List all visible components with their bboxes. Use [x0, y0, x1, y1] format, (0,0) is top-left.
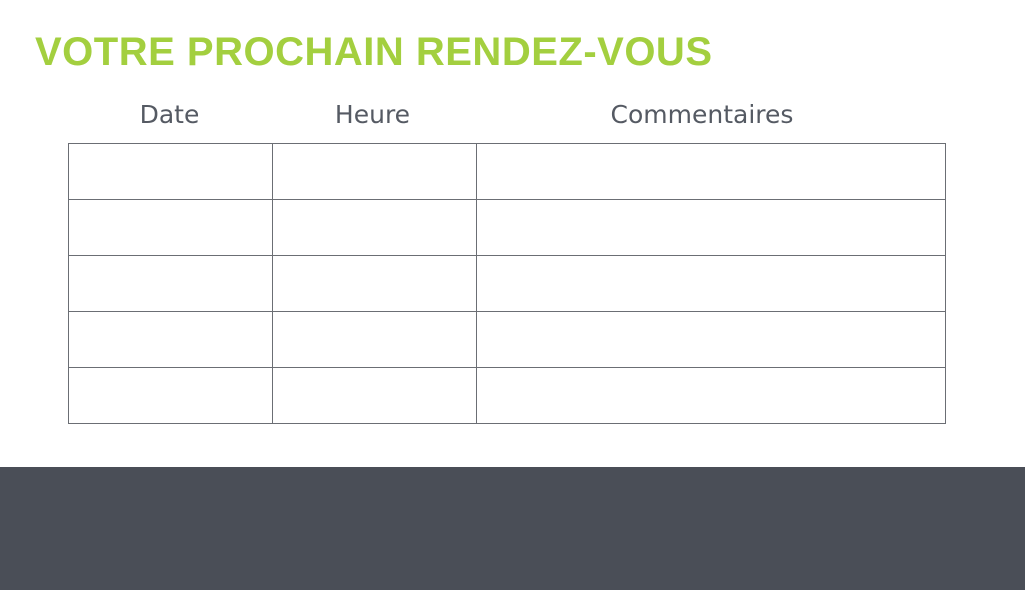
commentaires-cell[interactable] — [476, 143, 946, 200]
column-header-date: Date — [139, 100, 200, 129]
table-row — [68, 311, 946, 368]
table-row — [68, 199, 946, 256]
footer-bar — [0, 467, 1025, 590]
heure-cell[interactable] — [272, 143, 477, 200]
page-title: VOTRE PROCHAIN RENDEZ-VOUS — [35, 30, 713, 74]
heure-cell[interactable] — [272, 367, 477, 424]
commentaires-cell[interactable] — [476, 367, 946, 424]
heure-cell[interactable] — [272, 255, 477, 312]
date-cell[interactable] — [68, 311, 273, 368]
commentaires-cell[interactable] — [476, 255, 946, 312]
date-cell[interactable] — [68, 199, 273, 256]
column-header-commentaires: Commentaires — [610, 100, 794, 129]
date-cell[interactable] — [68, 143, 273, 200]
commentaires-cell[interactable] — [476, 311, 946, 368]
table-row — [68, 143, 946, 200]
table-row — [68, 255, 946, 312]
heure-cell[interactable] — [272, 199, 477, 256]
table-row — [68, 367, 946, 424]
date-cell[interactable] — [68, 255, 273, 312]
commentaires-cell[interactable] — [476, 199, 946, 256]
appointment-table — [68, 143, 946, 424]
date-cell[interactable] — [68, 367, 273, 424]
column-header-heure: Heure — [334, 100, 411, 129]
heure-cell[interactable] — [272, 311, 477, 368]
